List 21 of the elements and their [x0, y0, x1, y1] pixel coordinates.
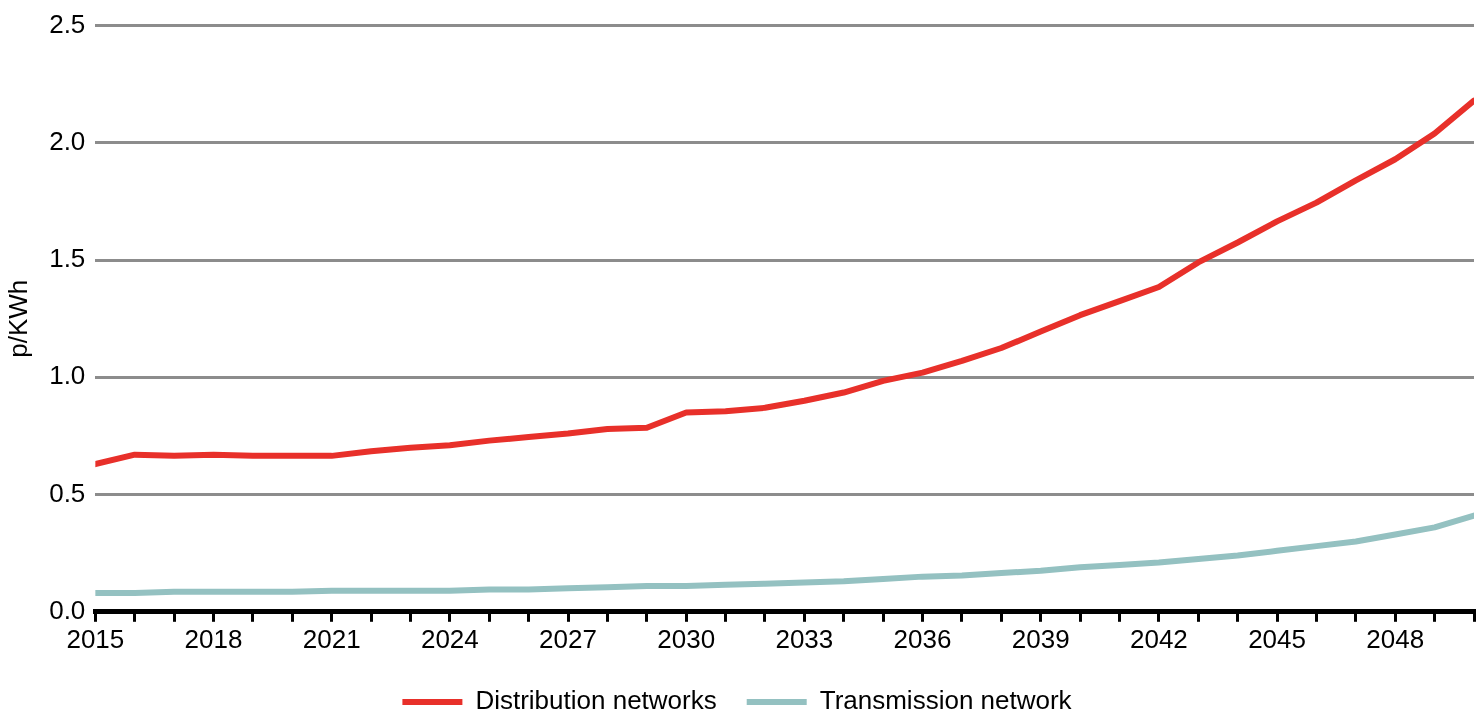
x-tick-label: 2045: [1248, 623, 1306, 654]
y-tick-label: 1.0: [49, 360, 86, 391]
legend-label: Distribution networks: [475, 685, 717, 716]
x-tick-label: 2033: [775, 623, 834, 654]
x-tick-label: 2021: [302, 623, 361, 654]
x-tick-label: 2030: [657, 623, 716, 654]
y-axis-title: p/KWh: [2, 279, 33, 358]
y-tick-label: 2.5: [49, 8, 86, 39]
x-tick-label: 2048: [1366, 623, 1425, 654]
legend-label: Transmission network: [819, 685, 1073, 716]
y-tick-label: 1.5: [49, 243, 86, 274]
x-tick-label: 2027: [539, 623, 597, 654]
y-tick-label: 0.0: [49, 594, 86, 625]
x-tick-label: 2024: [420, 623, 479, 654]
x-tick-label: 2036: [893, 623, 952, 654]
y-tick-label: 2.0: [49, 126, 86, 157]
x-tick-label: 2018: [184, 623, 243, 654]
x-tick-label: 2039: [1011, 623, 1070, 654]
x-tick-label: 2042: [1129, 623, 1188, 654]
y-tick-label: 0.5: [49, 477, 86, 508]
x-tick-label: 2015: [66, 623, 125, 654]
